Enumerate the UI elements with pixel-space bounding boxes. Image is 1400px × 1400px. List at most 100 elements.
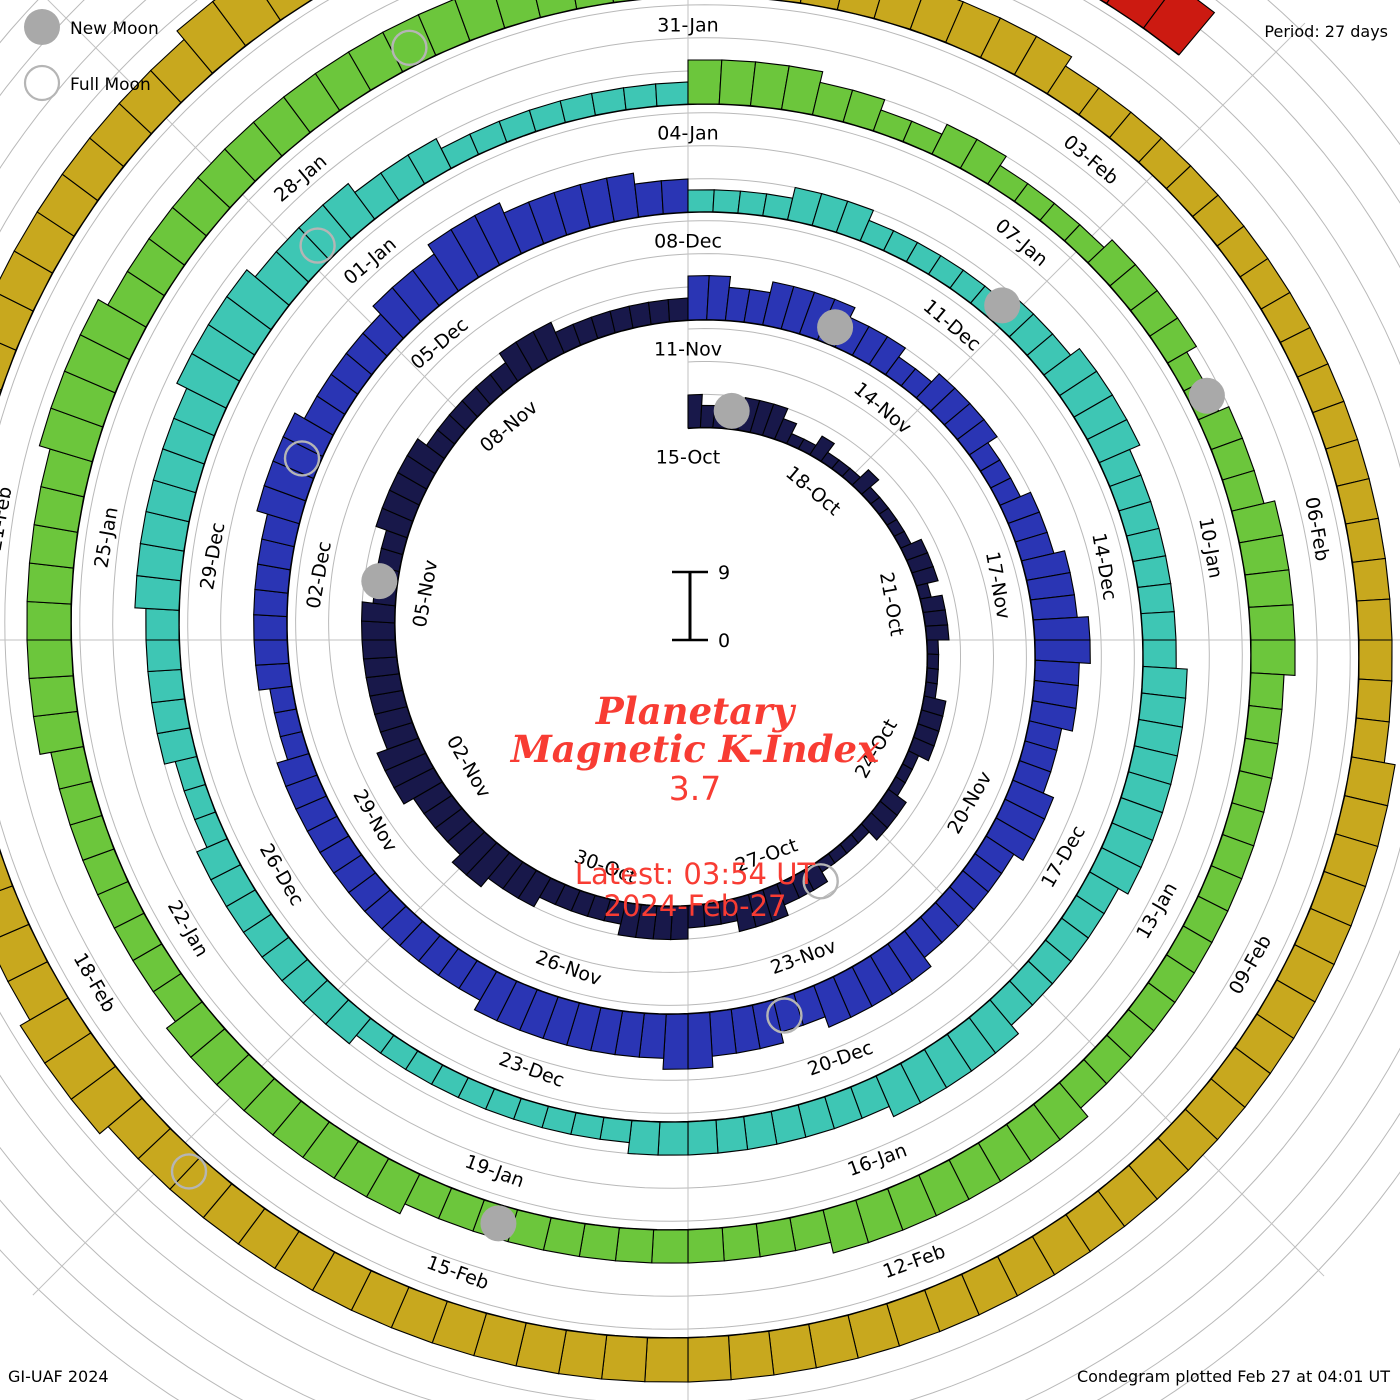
kp-bar — [211, 0, 282, 47]
spiral-date-label: 20-Dec — [805, 1037, 876, 1081]
kp-bar — [687, 393, 703, 429]
kp-bar — [165, 1001, 226, 1058]
spiral-date-label: 31-Jan — [657, 15, 718, 37]
kp-bar — [0, 849, 14, 892]
kp-bar — [1105, 0, 1166, 29]
kp-bar — [361, 601, 396, 624]
kp-bar — [718, 59, 757, 107]
kp-bar — [687, 59, 723, 105]
kp-bar — [799, 0, 841, 11]
kp-bar — [0, 389, 2, 396]
kp-bar — [813, 976, 852, 1028]
kp-bar — [605, 172, 640, 223]
spiral-date-label: 23-Dec — [496, 1048, 567, 1092]
kp-bar — [1248, 672, 1285, 711]
kp-bar — [406, 438, 445, 475]
moon-markers — [170, 29, 1225, 1242]
kp-bar — [0, 923, 49, 983]
full-moon-marker — [391, 29, 428, 66]
full-moon-marker — [766, 997, 803, 1034]
kp-bar — [836, 0, 881, 19]
rotation-arm — [26, 0, 1296, 1264]
kp-bar — [956, 418, 998, 456]
new-moon-legend-icon — [24, 9, 60, 45]
kp-bar — [628, 301, 652, 329]
kp-bar — [687, 275, 710, 321]
kp-bar — [0, 885, 30, 938]
new-moon-marker — [1188, 377, 1225, 414]
center-title-line2: Magnetic K-Index — [509, 727, 880, 771]
rotation-arm — [253, 172, 1091, 1070]
kp-bar — [1345, 517, 1386, 563]
kp-bar — [687, 1335, 732, 1383]
center-title-line1: Planetary — [595, 689, 797, 733]
kp-bar — [26, 639, 74, 679]
kp-bar — [721, 1223, 761, 1262]
kp-bar — [842, 89, 886, 132]
kp-bar — [737, 190, 768, 217]
kp-bar — [599, 1116, 633, 1144]
kp-bar — [1089, 847, 1142, 895]
kp-bar — [925, 667, 939, 685]
kp-bar — [773, 417, 798, 445]
new-moon-marker — [361, 563, 398, 600]
kp-bar — [1238, 534, 1290, 576]
kp-bar — [578, 1223, 620, 1262]
kp-bar — [196, 838, 242, 881]
kp-bar — [860, 812, 889, 841]
kp-bar — [657, 1121, 689, 1156]
kp-bar — [875, 1062, 922, 1118]
kp-bar — [926, 653, 940, 670]
spiral-date-label: 21-Oct — [875, 570, 908, 637]
spiral-date-label: 16-Jan — [845, 1139, 910, 1181]
kp-bar — [361, 639, 398, 660]
kp-bar — [557, 1329, 608, 1380]
kp-bar — [1248, 604, 1296, 641]
center-latest-date: 2024-Feb-27 — [604, 889, 787, 923]
rotation-arm — [1099, 0, 1216, 56]
kp-bar — [706, 275, 732, 321]
kp-bar — [273, 708, 303, 738]
full-moon-marker — [170, 1153, 208, 1190]
kp-bar — [1358, 639, 1393, 682]
kp-bar — [634, 180, 664, 218]
kp-bar — [1149, 317, 1198, 364]
kp-bar — [473, 970, 518, 1022]
kp-bar — [376, 737, 427, 772]
kp-bar — [612, 0, 639, 3]
spiral-date-label: 22-Jan — [163, 897, 213, 961]
spiral-date-label: 20-Nov — [943, 768, 996, 838]
kp-bar — [276, 752, 318, 788]
kp-bar — [687, 1227, 725, 1264]
spiral-date-label: 29-Nov — [348, 786, 401, 856]
spiral-date-label: 25-Jan — [90, 505, 122, 569]
kp-bar — [614, 1227, 655, 1264]
kp-bar — [451, 831, 498, 876]
scale-min-label: 0 — [718, 630, 730, 652]
new-moon-marker — [984, 287, 1021, 324]
kp-bar — [253, 639, 290, 666]
kp-bar — [924, 624, 950, 641]
spiral-date-label: 13-Jan — [1132, 879, 1182, 943]
kp-bar — [1250, 639, 1296, 676]
spiral-date-label: 15-Feb — [424, 1252, 492, 1295]
center-scale-bar: 90 — [672, 562, 730, 652]
kp-bar — [255, 662, 293, 691]
kp-bar — [733, 894, 757, 933]
kp-bar — [1325, 438, 1370, 487]
kp-bar — [151, 698, 191, 735]
spiral-date-label: 02-Nov — [442, 732, 495, 802]
kp-bar — [1030, 594, 1078, 621]
center-kp-value: 3.7 — [669, 769, 721, 808]
kp-bar — [662, 1013, 689, 1070]
kp-bar — [1086, 418, 1141, 464]
spiral-date-label: 26-Dec — [255, 840, 308, 910]
spiral-date-label: 26-Nov — [533, 946, 605, 990]
kp-bar — [712, 189, 742, 214]
kp-bar — [908, 736, 935, 762]
kp-bar — [985, 817, 1036, 862]
kp-bar — [926, 639, 940, 656]
kp-bar — [911, 565, 939, 587]
